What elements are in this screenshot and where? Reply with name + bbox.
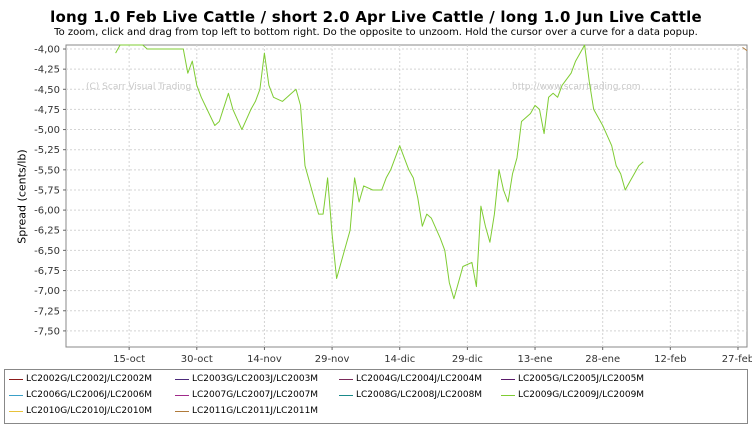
watermark-left: (C) Scarr Visual Trading (86, 82, 191, 92)
legend-item: LC2011G/LC2011J/LC2011M (175, 406, 318, 416)
y-tick-label: -4,75 (34, 105, 60, 116)
legend-swatch (9, 378, 23, 380)
y-tick-label: -6,25 (34, 226, 60, 237)
y-tick-label: -7,25 (34, 306, 60, 317)
y-tick-label: -7,00 (34, 286, 60, 297)
legend-item: LC2010G/LC2010J/LC2010M (9, 406, 152, 416)
series-line-lc2011g-lc2011j-lc2011m[interactable] (742, 46, 748, 52)
legend-swatch (501, 378, 515, 380)
legend-swatch (501, 394, 515, 396)
legend-label: LC2008G/LC2008J/LC2008M (356, 390, 483, 400)
legend-label: LC2011G/LC2011J/LC2011M (192, 406, 319, 416)
legend-item: LC2009G/LC2009J/LC2009M (501, 390, 644, 400)
legend-item: LC2007G/LC2007J/LC2007M (175, 390, 318, 400)
legend-swatch (339, 394, 353, 396)
y-tick-label: -6,75 (34, 266, 60, 277)
legend-swatch (9, 410, 23, 412)
grid-lines (66, 45, 747, 347)
y-axis: -4,00 -4,25 -4,50 -4,75 -5,00 -5,25 -5,50 -5,75… (34, 45, 66, 337)
y-tick-label: -5,50 (34, 165, 60, 176)
legend-label: LC2005G/LC2005J/LC2005M (518, 374, 645, 384)
y-tick-label: -5,25 (34, 145, 60, 156)
legend-item: LC2003G/LC2003J/LC2003M (175, 374, 318, 384)
y-tick-label: -5,75 (34, 185, 60, 196)
x-tick-label: 28-ene (585, 354, 620, 365)
legend-label: LC2004G/LC2004J/LC2004M (356, 374, 483, 384)
x-tick-label: 30-oct (181, 354, 213, 365)
legend-item: LC2002G/LC2002J/LC2002M (9, 374, 152, 384)
y-tick-label: -7,50 (34, 326, 60, 337)
x-tick-label: 12-feb (654, 354, 686, 365)
legend-swatch (175, 410, 189, 412)
x-tick-label: 29-dic (452, 354, 483, 365)
legend-swatch (339, 378, 353, 380)
chart-svg[interactable]: (C) Scarr Visual Trading http://www.scar… (0, 0, 752, 370)
legend-swatch (175, 394, 189, 396)
y-tick-label: -6,50 (34, 246, 60, 257)
legend-label: LC2006G/LC2006J/LC2006M (26, 390, 153, 400)
legend-label: LC2007G/LC2007J/LC2007M (192, 390, 319, 400)
legend-swatch (175, 378, 189, 380)
y-tick-label: -4,00 (34, 45, 60, 56)
x-tick-label: 14-dic (384, 354, 415, 365)
x-tick-label: 13-ene (518, 354, 553, 365)
series-line-lc2009g-lc2009j-lc2009m[interactable] (115, 44, 644, 300)
legend-label: LC2003G/LC2003J/LC2003M (192, 374, 319, 384)
legend-item: LC2004G/LC2004J/LC2004M (339, 374, 482, 384)
legend-label: LC2010G/LC2010J/LC2010M (26, 406, 153, 416)
chart-title: long 1.0 Feb Live Cattle / short 2.0 Apr… (50, 8, 702, 26)
series-lines[interactable] (115, 44, 748, 300)
y-tick-label: -6,00 (34, 206, 60, 217)
legend-item: LC2005G/LC2005J/LC2005M (501, 374, 644, 384)
legend-label: LC2002G/LC2002J/LC2002M (26, 374, 153, 384)
watermark-right: http://www.scarrtrading.com (512, 82, 641, 92)
y-tick-label: -5,00 (34, 125, 60, 136)
legend-swatch (9, 394, 23, 396)
legend-item: LC2006G/LC2006J/LC2006M (9, 390, 152, 400)
legend-item: LC2008G/LC2008J/LC2008M (339, 390, 482, 400)
x-tick-label: 15-oct (113, 354, 145, 365)
y-tick-label: -4,50 (34, 85, 60, 96)
x-tick-label: 29-nov (315, 354, 350, 365)
legend: LC2002G/LC2002J/LC2002M LC2003G/LC2003J/L… (4, 369, 748, 424)
x-tick-label: 14-nov (247, 354, 282, 365)
legend-label: LC2009G/LC2009J/LC2009M (518, 390, 645, 400)
x-tick-label: 27-feb (722, 354, 752, 365)
y-tick-label: -4,25 (34, 65, 60, 76)
plot-area[interactable] (65, 44, 748, 348)
x-axis: 15-oct 30-oct 14-nov 29-nov 14-dic 29-dic 13-e… (113, 347, 752, 365)
chart-subtitle: To zoom, click and drag from top left to… (54, 27, 698, 38)
